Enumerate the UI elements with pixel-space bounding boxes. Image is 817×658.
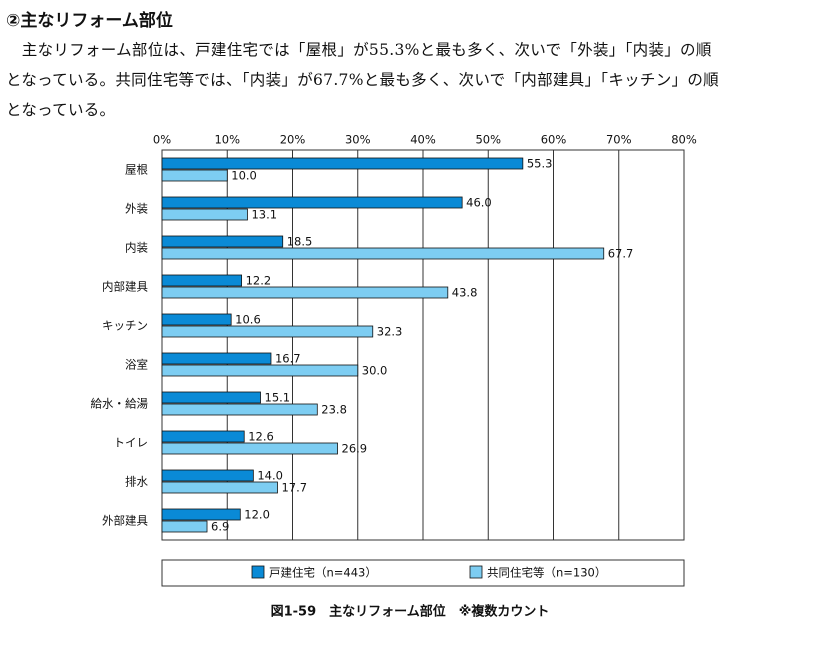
value-label: 13.1 <box>251 208 277 222</box>
value-label: 12.0 <box>244 508 270 522</box>
bar <box>161 364 359 377</box>
category-label: 外部建具 <box>102 514 148 528</box>
value-label: 26.9 <box>342 442 368 456</box>
bar <box>161 274 243 287</box>
bar <box>161 469 254 482</box>
category-label: 排水 <box>125 475 148 489</box>
bar <box>161 352 272 365</box>
paragraph-line: となっている。 <box>6 101 116 119</box>
value-label: 16.7 <box>275 352 301 366</box>
bar <box>161 391 261 404</box>
legend-swatch <box>469 565 483 579</box>
bar <box>161 208 248 221</box>
legend-box <box>161 559 685 587</box>
bar <box>161 481 278 494</box>
bar <box>161 169 228 182</box>
category-label: 浴室 <box>125 358 148 372</box>
value-label: 17.7 <box>281 481 307 495</box>
x-tick-label: 40% <box>410 133 436 147</box>
bar <box>161 235 284 248</box>
paragraph-line: となっている。共同住宅等では、「内装」が67.7%と最も多く、次いで「内部建具」… <box>6 71 719 89</box>
x-tick-label: 0% <box>153 133 171 147</box>
x-tick-label: 10% <box>214 133 240 147</box>
category-label: キッチン <box>102 319 148 333</box>
bar <box>161 520 208 533</box>
x-tick-label: 80% <box>671 133 697 147</box>
value-label: 30.0 <box>362 364 388 378</box>
x-tick-label: 20% <box>280 133 306 147</box>
value-label: 15.1 <box>265 391 291 405</box>
bar <box>161 196 463 209</box>
value-label: 23.8 <box>321 403 347 417</box>
category-label: 給水・給湯 <box>91 397 149 411</box>
value-label: 32.3 <box>377 325 403 339</box>
chart-caption: 図1-59 主なリフォーム部位 ※複数カウント <box>271 604 550 620</box>
bar <box>161 286 449 299</box>
bar <box>161 313 232 326</box>
x-tick-label: 60% <box>541 133 567 147</box>
bar <box>161 442 338 455</box>
category-label: 内部建具 <box>102 280 148 294</box>
bar <box>161 403 318 416</box>
x-tick-label: 70% <box>606 133 632 147</box>
value-label: 12.2 <box>246 274 272 288</box>
category-label: 屋根 <box>125 163 148 177</box>
value-label: 6.9 <box>211 520 229 534</box>
legend-label: 戸建住宅（n=443） <box>269 566 377 580</box>
paragraph-line: 主なリフォーム部位は、戸建住宅では「屋根」が55.3%と最も多く、次いで「外装」… <box>6 41 712 59</box>
bar <box>161 508 241 521</box>
value-label: 10.6 <box>235 313 261 327</box>
value-label: 12.6 <box>248 430 274 444</box>
section-title: ②主なリフォーム部位 <box>6 11 173 31</box>
x-tick-label: 30% <box>345 133 371 147</box>
bar <box>161 157 524 170</box>
legend-swatch <box>251 565 265 579</box>
value-label: 43.8 <box>452 286 478 300</box>
legend-label: 共同住宅等（n=130） <box>487 566 606 580</box>
value-label: 14.0 <box>257 469 283 483</box>
bar <box>161 247 605 260</box>
value-label: 46.0 <box>466 196 492 210</box>
value-label: 10.0 <box>231 169 257 183</box>
value-label: 55.3 <box>527 157 553 171</box>
category-label: トイレ <box>114 436 149 450</box>
category-label: 内装 <box>125 241 148 255</box>
category-label: 外装 <box>125 202 148 216</box>
x-tick-label: 50% <box>475 133 501 147</box>
bar <box>161 430 245 443</box>
value-label: 67.7 <box>608 247 634 261</box>
value-label: 18.5 <box>287 235 313 249</box>
bar <box>161 325 374 338</box>
